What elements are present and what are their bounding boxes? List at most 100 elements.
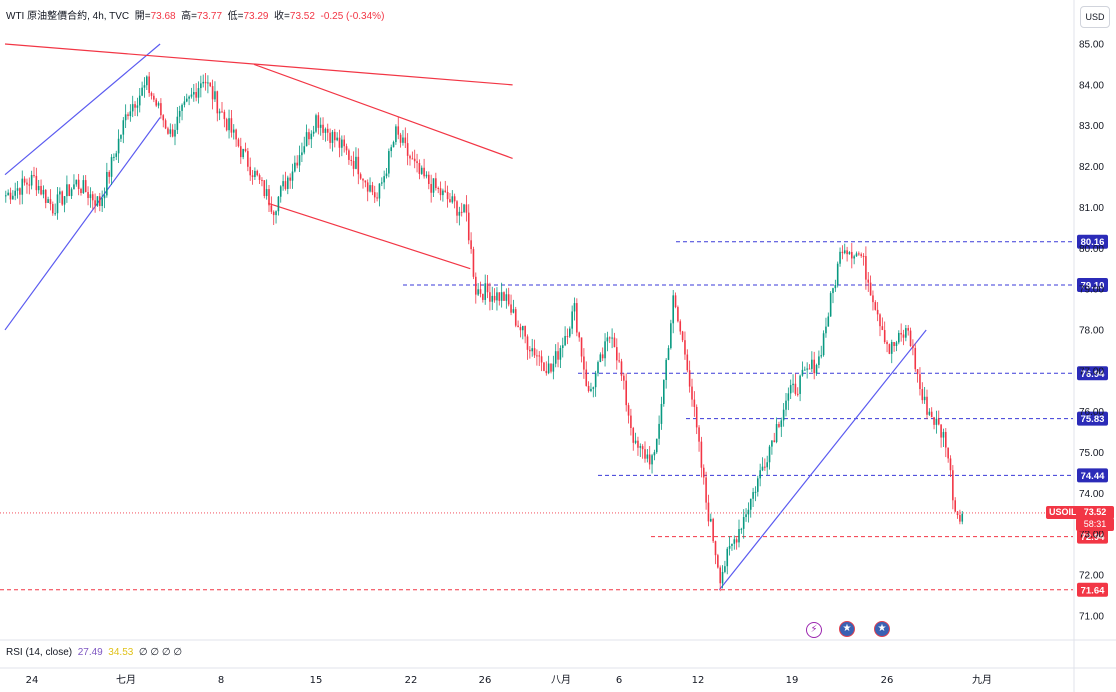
currency-button[interactable]: USD (1080, 6, 1110, 28)
candle-body (898, 332, 900, 343)
candle-body (383, 176, 385, 183)
candle-body (110, 157, 113, 177)
candle-body (303, 146, 306, 153)
candle-body (287, 177, 289, 189)
candle-body (843, 250, 846, 254)
candle-body (519, 327, 522, 331)
candle-body (623, 375, 625, 381)
candle-body (75, 179, 78, 185)
candle-body (381, 182, 383, 184)
candle-body (465, 204, 468, 213)
candle-body (99, 196, 101, 207)
candle-body (91, 194, 94, 201)
candle-body (700, 441, 703, 468)
candle-body (543, 362, 545, 371)
candle-body (930, 411, 933, 418)
candle-body (749, 498, 752, 510)
us-flag-event-icon[interactable]: ★ (874, 621, 890, 637)
price-tick-label: 74.00 (1079, 489, 1104, 500)
candle-body (531, 348, 533, 352)
candle-body (710, 518, 712, 522)
price-level-badge (1077, 529, 1108, 544)
candle-body (834, 285, 837, 289)
candle-body (378, 183, 381, 199)
price-level-label: 74.44 (1081, 471, 1105, 482)
candle-body (352, 160, 355, 169)
candle-body (836, 263, 839, 286)
candle-body (89, 194, 92, 199)
rsi-ma-value: 34.53 (108, 647, 134, 658)
candle-body (522, 325, 524, 331)
candle-body (794, 383, 797, 394)
candle-body (514, 309, 517, 326)
lightning-event-icon[interactable]: ⚡ (806, 622, 822, 638)
candle-body (799, 375, 801, 394)
candle-body (167, 128, 169, 134)
candle-body (14, 190, 16, 196)
time-tick-label: 26 (479, 675, 492, 686)
candle-body (479, 289, 482, 294)
candle-body (183, 101, 186, 105)
candle-body (848, 251, 851, 255)
candle-body (263, 180, 266, 197)
candle-body (552, 363, 555, 372)
candle-body (505, 294, 508, 301)
candle-body (308, 132, 310, 140)
candle-body (52, 204, 54, 214)
candle-body (886, 342, 888, 345)
candle-body (597, 362, 599, 374)
candle-body (244, 148, 247, 152)
candle-body (345, 146, 348, 151)
candle-body (366, 182, 369, 192)
price-level-label: 75.83 (1081, 414, 1105, 425)
candle-body (919, 374, 921, 390)
candle-body (472, 249, 475, 277)
candle-body (498, 292, 501, 301)
price-level-badge (1077, 278, 1108, 293)
candle-body (209, 82, 212, 87)
candle-body (181, 104, 183, 111)
candle-body (557, 351, 559, 360)
price-level-label: 71.64 (1081, 585, 1105, 596)
time-tick-label: 8 (218, 675, 224, 686)
candle-body (127, 114, 129, 117)
candle-body (705, 477, 707, 503)
candle-body (5, 195, 7, 197)
candle-body (150, 92, 153, 96)
candle-body (961, 513, 964, 522)
candle-body (176, 116, 179, 130)
candle-body (439, 188, 442, 196)
us-flag-event-icon[interactable]: ★ (839, 621, 855, 637)
price-tick-label: 81.00 (1079, 203, 1104, 214)
candle-body (613, 337, 616, 348)
time-tick-label: 八月 (551, 674, 571, 686)
candle-body (714, 541, 717, 556)
time-tick-label: 12 (692, 675, 705, 686)
candle-body (406, 143, 409, 156)
price-tick-label: 83.00 (1079, 121, 1104, 132)
candle-body (294, 162, 296, 172)
candle-body (68, 184, 71, 196)
candle-body (717, 555, 719, 568)
price-level-badge (1077, 366, 1108, 381)
price-level-badge (1077, 234, 1108, 249)
symbol-legend: WTI 原油整價合約, 4h, TVC 開=73.68 高=73.77 低=73… (6, 7, 384, 22)
price-level-label: 79.10 (1081, 281, 1105, 292)
candle-body (153, 95, 155, 100)
candle-body (475, 276, 477, 295)
price-axis[interactable]: 85.00 84.00 83.00 82.00 81.00 80.00 79.00 78.00… (1079, 40, 1104, 623)
price-tick-label: 71.00 (1079, 611, 1104, 622)
time-tick-label: 22 (405, 675, 418, 686)
candle-body (402, 137, 404, 143)
candle-body (430, 183, 432, 193)
candle-body (691, 386, 693, 400)
candle-body (792, 383, 794, 386)
candle-body (359, 174, 362, 179)
candle-body (362, 178, 364, 181)
candle-body (773, 440, 776, 443)
time-axis[interactable]: 24 七月 8 15 22 26 八月 6 12 19 26 九月 (26, 674, 992, 686)
candle-body (136, 105, 139, 108)
candle-body (937, 418, 940, 425)
candle-body (566, 336, 569, 338)
